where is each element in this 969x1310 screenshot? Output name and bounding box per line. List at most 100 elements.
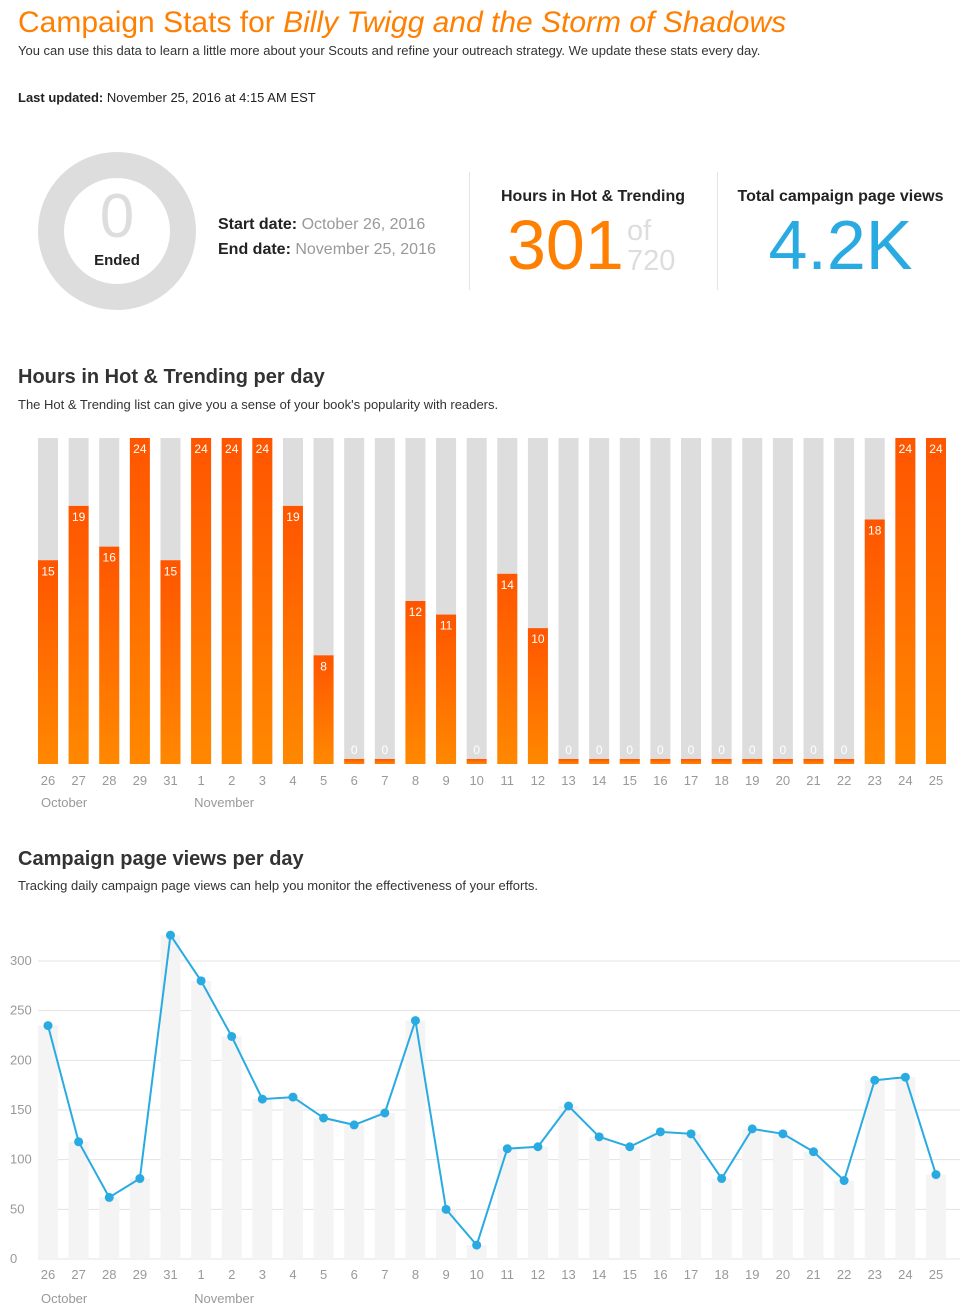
x-tick-label: 19	[745, 1267, 759, 1282]
bar	[497, 573, 518, 764]
x-tick-label: 31	[163, 1267, 177, 1282]
bar-background	[589, 438, 610, 764]
x-tick-label: 12	[531, 1267, 545, 1282]
x-tick-label: 25	[929, 1267, 943, 1282]
x-tick-label: 5	[320, 773, 327, 788]
divider	[717, 172, 718, 290]
bar	[650, 759, 671, 764]
x-tick-label: 14	[592, 1267, 606, 1282]
data-point	[533, 1142, 543, 1152]
x-tick-label: 27	[71, 1267, 85, 1282]
hot-trending-hours: 301	[507, 206, 624, 284]
data-point	[196, 976, 206, 986]
data-point	[594, 1132, 604, 1142]
bar-background	[558, 438, 579, 764]
data-point	[778, 1129, 788, 1139]
bar	[160, 560, 181, 764]
data-point	[410, 1016, 420, 1026]
x-tick-label: 4	[289, 773, 296, 788]
month-label: October	[41, 1291, 88, 1306]
x-tick-label: 11	[501, 1267, 515, 1282]
x-tick-label: 3	[259, 1267, 266, 1282]
value-bar-background	[282, 1097, 303, 1259]
value-bar-background	[436, 1209, 457, 1259]
x-tick-label: 15	[623, 773, 637, 788]
hot-chart-title: Hours in Hot & Trending per day	[18, 366, 325, 388]
value-bar-background	[711, 1178, 732, 1259]
data-point	[686, 1129, 696, 1139]
divider	[469, 172, 470, 290]
bar-value-label: 19	[286, 510, 300, 524]
value-bar-background	[895, 1077, 916, 1259]
value-bar-background	[742, 1128, 763, 1259]
x-tick-label: 18	[714, 773, 728, 788]
x-tick-label: 26	[41, 773, 55, 788]
bar	[925, 438, 946, 764]
data-point	[870, 1075, 880, 1085]
bar-background	[344, 438, 365, 764]
value-bar-background	[772, 1133, 793, 1259]
bar	[374, 759, 395, 764]
bar-value-label: 24	[899, 442, 913, 456]
x-tick-label: 19	[745, 773, 759, 788]
x-tick-label: 15	[623, 1267, 637, 1282]
value-bar-background	[160, 935, 181, 1259]
bar-value-label: 10	[531, 632, 545, 646]
value-bar-background	[38, 1025, 58, 1259]
bar-background	[681, 438, 702, 764]
bar	[436, 614, 457, 764]
series-line	[47, 932, 937, 1248]
bar	[38, 560, 58, 764]
value-bar-background	[527, 1146, 548, 1259]
bar-value-label: 16	[103, 551, 117, 565]
bar	[99, 546, 120, 764]
y-tick-label: 100	[10, 1152, 32, 1167]
value-bar-background	[834, 1180, 855, 1259]
page-subtitle: You can use this data to learn a little …	[18, 43, 761, 58]
bar	[834, 759, 855, 764]
x-tick-label: 2	[228, 773, 235, 788]
bar-value-label: 14	[501, 578, 515, 592]
bar-background	[374, 438, 395, 764]
value-bar-background	[405, 1020, 426, 1259]
value-bar-background	[221, 1036, 242, 1259]
value-bar-background	[129, 1178, 150, 1259]
month-label: November	[194, 795, 255, 810]
y-tick-label: 200	[10, 1052, 32, 1067]
x-tick-label: 9	[442, 773, 449, 788]
bar-value-label: 0	[565, 743, 572, 757]
x-tick-label: 17	[684, 1267, 698, 1282]
value-bar-background	[191, 980, 212, 1259]
bar-background	[619, 438, 640, 764]
x-tick-label: 12	[531, 773, 545, 788]
x-tick-label: 8	[412, 773, 419, 788]
bar-value-label: 0	[841, 743, 848, 757]
bar	[129, 438, 150, 764]
bar-value-label: 0	[473, 743, 480, 757]
bar-value-label: 24	[256, 442, 270, 456]
value-bar-background	[925, 1174, 946, 1259]
value-bar-background	[252, 1099, 273, 1259]
bar-value-label: 0	[780, 743, 787, 757]
bar-value-label: 0	[351, 743, 358, 757]
x-tick-label: 6	[351, 773, 358, 788]
value-bar-background	[466, 1245, 487, 1259]
value-bar-background	[589, 1136, 610, 1259]
bar	[711, 759, 732, 764]
hot-trending-total: of 720	[627, 215, 676, 277]
x-tick-label: 25	[929, 773, 943, 788]
bar-value-label: 11	[440, 619, 453, 633]
start-date-value: October 26, 2016	[301, 216, 426, 233]
bar-value-label: 18	[868, 524, 882, 538]
bar	[466, 759, 487, 764]
bar-value-label: 0	[749, 743, 756, 757]
bar	[527, 628, 548, 764]
bar-value-label: 0	[810, 743, 817, 757]
hot-chart-subtitle: The Hot & Trending list can give you a s…	[18, 397, 499, 412]
x-tick-label: 28	[102, 1267, 116, 1282]
bar-value-label: 24	[225, 442, 239, 456]
data-point	[227, 1031, 237, 1041]
bar-value-label: 0	[381, 743, 388, 757]
hot-trending-label: Hours in Hot & Trending	[501, 188, 685, 205]
data-point	[288, 1092, 298, 1102]
